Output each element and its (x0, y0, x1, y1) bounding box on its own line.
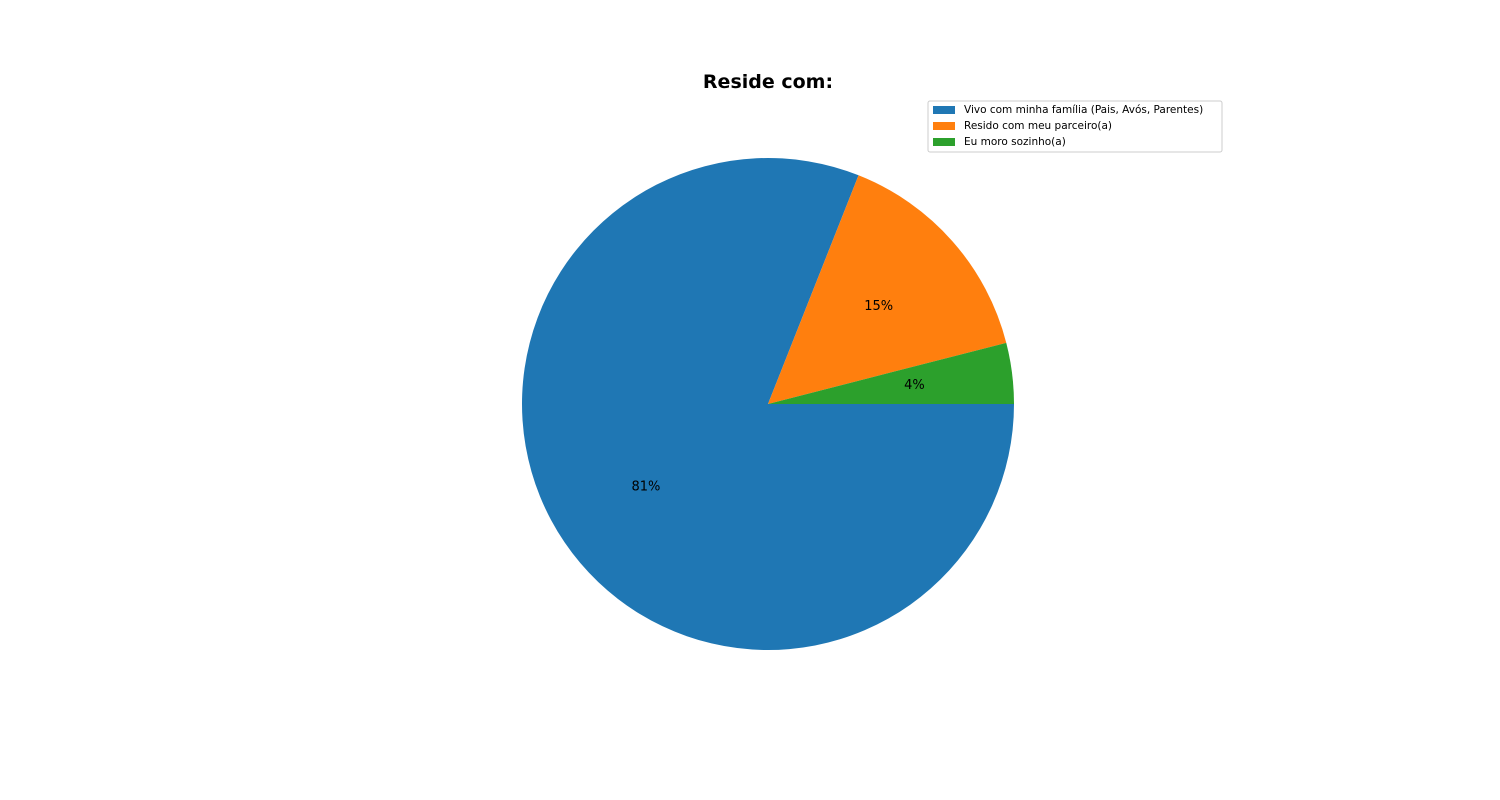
pie-slice-resido-com-meu-parceiro-a (768, 175, 1007, 404)
legend-label: Eu moro sozinho(a) (964, 136, 1066, 148)
legend-swatch (933, 122, 955, 130)
pie-value-label: 4% (904, 378, 925, 393)
pie-value-label: 15% (864, 299, 893, 314)
legend-swatch (933, 106, 955, 114)
pie-value-labels: 81% 15% 4% (631, 299, 924, 495)
chart-title: Reside com: (703, 71, 833, 93)
legend-swatch (933, 138, 955, 146)
pie-slices (521, 158, 1014, 651)
legend-frame (927, 100, 1223, 153)
legend-entries: Vivo com minha família (Pais, Avós, Pare… (933, 104, 1203, 148)
legend-label: Resido com meu parceiro(a) (964, 120, 1112, 132)
legend: Vivo com minha família (Pais, Avós, Pare… (927, 100, 1223, 153)
pie-slice-vivo-com-minha-familia-pais-avos-parentes (521, 158, 1014, 651)
pie-slice-eu-moro-sozinho-a (768, 342, 1014, 404)
pie-value-label: 81% (631, 479, 660, 494)
legend-label: Vivo com minha família (Pais, Avós, Pare… (964, 104, 1203, 116)
